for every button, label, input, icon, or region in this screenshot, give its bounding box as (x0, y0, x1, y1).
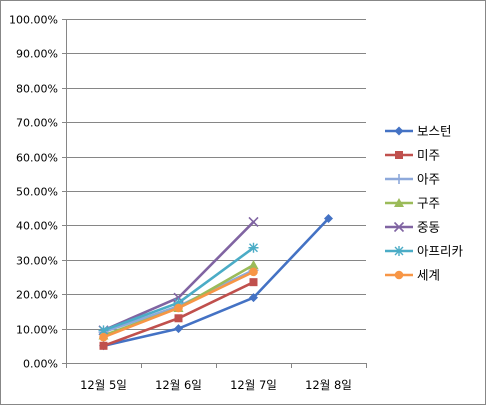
legend-entry: 미주 (385, 148, 440, 163)
data-point-marker (174, 324, 183, 334)
data-point-marker (174, 314, 183, 323)
data-point-marker (99, 341, 108, 350)
data-point-marker (99, 332, 108, 342)
series-line (102, 220, 255, 332)
data-point-marker (393, 221, 405, 233)
data-point-marker (249, 267, 258, 277)
data-point-marker (395, 151, 403, 159)
x-axis-tick-labels: 12월 5일 12월 6일 12월 7일 12월 8일 (80, 378, 352, 392)
data-point-marker (394, 198, 404, 207)
data-point-marker (394, 126, 404, 136)
legend-label: 보스턴 (417, 124, 452, 139)
series-아프리카 (98, 242, 259, 336)
legend-entry: 아프리카 (385, 244, 464, 259)
legend-label: 구주 (417, 196, 440, 211)
data-point-marker (248, 216, 259, 228)
legend-entry: 중동 (385, 220, 440, 235)
series-세계 (99, 267, 258, 342)
x-tick-label: 12월 6일 (155, 378, 202, 392)
legend-label: 세계 (417, 268, 440, 283)
y-tick-label: 90.00% (16, 48, 58, 61)
y-tick-label: 10.00% (16, 324, 58, 337)
data-point-marker (394, 246, 404, 256)
legend-entry: 구주 (385, 196, 440, 211)
x-tick-label: 12월 5일 (80, 378, 127, 392)
y-tick-label: 30.00% (16, 255, 58, 268)
data-point-marker (173, 297, 184, 308)
series-line (102, 217, 330, 348)
y-tick-label: 70.00% (16, 117, 58, 130)
data-point-marker (249, 293, 258, 303)
y-tick-label: 60.00% (16, 152, 58, 165)
y-tick-label: 0.00% (23, 358, 58, 371)
data-point-marker (394, 270, 404, 280)
data-point-marker (248, 259, 259, 269)
legend-label: 아프리카 (417, 244, 464, 259)
legend-label: 아주 (417, 172, 440, 187)
data-point-marker (394, 174, 404, 184)
legend-label: 중동 (417, 220, 440, 235)
y-tick-label: 80.00% (16, 83, 58, 96)
x-tick-label: 12월 7일 (230, 378, 277, 392)
y-tick-label: 40.00% (16, 220, 58, 233)
y-tick-label: 20.00% (16, 289, 58, 302)
data-point-marker (98, 325, 109, 336)
legend-entry: 세계 (385, 268, 440, 283)
legend-entry: 아주 (385, 172, 440, 187)
data-point-marker (324, 214, 333, 224)
legend-entry: 보스턴 (385, 124, 452, 139)
y-tick-label: 50.00% (16, 186, 58, 199)
series-lines (98, 214, 333, 351)
series-미주 (99, 278, 258, 350)
data-point-marker (174, 303, 183, 313)
x-tick-label: 12월 8일 (305, 378, 352, 392)
y-tick-label: 100.00% (9, 14, 58, 27)
legend-label: 미주 (417, 148, 440, 163)
data-point-marker (248, 242, 259, 253)
y-axis-tick-labels: 0.00% 10.00% 20.00% 30.00% 40.00% 50.00% 60.00… (9, 14, 58, 371)
axes (62, 19, 367, 368)
gridlines (66, 19, 366, 330)
series-line (102, 280, 255, 348)
data-point-marker (249, 278, 258, 287)
